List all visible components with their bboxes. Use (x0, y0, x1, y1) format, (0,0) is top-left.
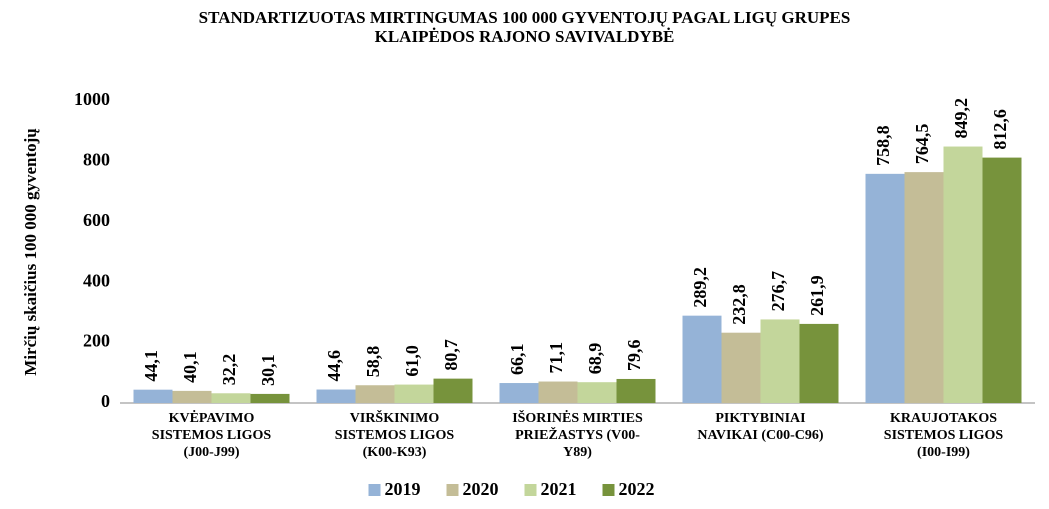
bar (799, 323, 839, 403)
bar (760, 319, 800, 403)
value-label: 764,5 (912, 124, 932, 165)
value-label: 849,2 (951, 98, 971, 139)
bar (982, 157, 1022, 403)
legend-label: 2020 (463, 479, 499, 499)
legend-swatch (368, 484, 381, 496)
value-label: 812,6 (990, 109, 1010, 150)
value-label: 32,2 (219, 354, 239, 386)
bar (133, 389, 173, 403)
y-tick-label: 600 (83, 210, 110, 230)
value-label: 58,8 (363, 346, 383, 378)
value-label: 276,7 (768, 271, 788, 312)
legend-swatch (524, 484, 537, 496)
value-label: 40,1 (180, 351, 200, 383)
value-label: 261,9 (807, 275, 827, 316)
value-label: 44,6 (324, 350, 344, 382)
y-tick-label: 400 (83, 270, 110, 290)
value-label: 232,8 (729, 284, 749, 325)
bar (211, 393, 251, 403)
bar (865, 173, 905, 403)
bar (250, 393, 290, 403)
value-label: 71,1 (546, 342, 566, 374)
bar (904, 172, 944, 403)
x-tick-label: VIRŠKINIMO SISTEMOS LIGOS (K00-K93) (334, 411, 455, 460)
bar (577, 382, 617, 403)
legend-label: 2022 (619, 479, 655, 499)
bar (943, 146, 983, 403)
value-label: 66,1 (507, 344, 527, 376)
y-tick-label: 200 (83, 331, 110, 351)
bar (499, 383, 539, 403)
bar (316, 389, 356, 403)
value-label: 30,1 (258, 354, 278, 386)
chart-title: STANDARTIZUOTAS MIRTINGUMAS 100 000 GYVE… (198, 8, 851, 46)
value-label: 289,2 (690, 267, 710, 308)
value-label: 758,8 (873, 125, 893, 166)
bar (538, 381, 578, 403)
value-label: 79,6 (624, 339, 644, 371)
x-tick-label: IŠORINĖS MIRTIES PRIEŽASTYS (V00- Y89) (512, 411, 643, 460)
bar (433, 378, 473, 403)
value-label: 68,9 (585, 343, 605, 375)
legend-label: 2019 (385, 479, 421, 499)
bar (394, 384, 434, 403)
x-tick-label: KRAUJOTAKOS SISTEMOS LIGOS (I00-I99) (883, 411, 1004, 460)
value-label: 80,7 (441, 339, 461, 371)
value-label: 44,1 (141, 350, 161, 382)
y-tick-label: 1000 (74, 89, 110, 109)
y-axis-label: Mirčių skaičius 100 000 gyventojų (21, 128, 40, 375)
bar (172, 390, 212, 403)
legend-label: 2021 (541, 479, 577, 499)
y-tick-label: 800 (83, 150, 110, 170)
legend-swatch (602, 484, 615, 496)
value-label: 61,0 (402, 345, 422, 377)
bar (355, 385, 395, 403)
x-tick-label: KVĖPAVIMO SISTEMOS LIGOS (J00-J99) (151, 411, 272, 460)
bar (682, 315, 722, 403)
y-tick-label: 0 (101, 391, 110, 411)
bar (616, 378, 656, 403)
x-tick-label: PIKTYBINIAI NAVIKAI (C00-C96) (697, 411, 824, 443)
legend-swatch (446, 484, 459, 496)
bar (721, 332, 761, 403)
